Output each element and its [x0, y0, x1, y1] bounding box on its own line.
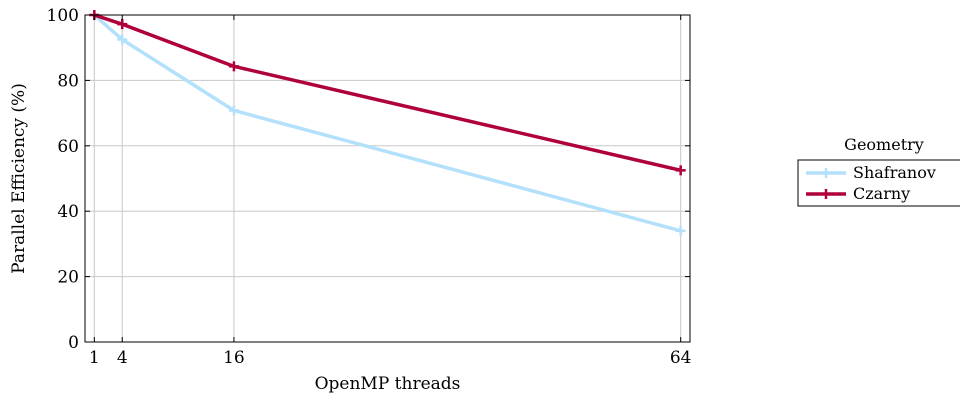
series-layer	[89, 10, 686, 236]
x-axis-label: OpenMP threads	[315, 374, 461, 394]
y-tick-label: 40	[57, 202, 79, 222]
y-tick-label: 60	[57, 137, 79, 157]
grid-lines	[85, 14, 690, 343]
legend-item: Czarny	[806, 184, 910, 203]
legend-label: Czarny	[853, 184, 910, 203]
x-tick-label: 1	[89, 348, 100, 368]
x-tick-label: 64	[670, 348, 692, 368]
data-point	[228, 61, 239, 72]
x-tick-label: 16	[223, 348, 245, 368]
y-tick-label: 0	[68, 333, 79, 353]
data-point	[821, 189, 831, 199]
series-line-shafranov	[93, 13, 682, 233]
y-axis-label: Parallel Efficiency (%)	[9, 83, 29, 274]
legend-label: Shafranov	[853, 163, 936, 182]
data-point	[675, 225, 686, 236]
y-tick-label: 20	[57, 268, 79, 288]
data-point	[117, 19, 128, 30]
y-tick-label: 80	[57, 71, 79, 91]
plot-frame	[84, 14, 691, 343]
data-point	[821, 168, 831, 178]
legend: Geometry Shafranov Czarny	[797, 135, 960, 207]
data-point	[675, 165, 686, 176]
series-line-czarny	[93, 13, 682, 173]
y-tick-label: 100	[47, 6, 79, 26]
legend-item: Shafranov	[806, 163, 936, 182]
legend-items: Shafranov Czarny	[806, 163, 936, 203]
data-point	[228, 105, 239, 116]
x-tick-label: 4	[117, 348, 128, 368]
data-point	[117, 34, 128, 45]
legend-title: Geometry	[844, 135, 924, 154]
axis-ticks: 0 20 40 60 80 100 1 4 16 64	[47, 6, 692, 368]
